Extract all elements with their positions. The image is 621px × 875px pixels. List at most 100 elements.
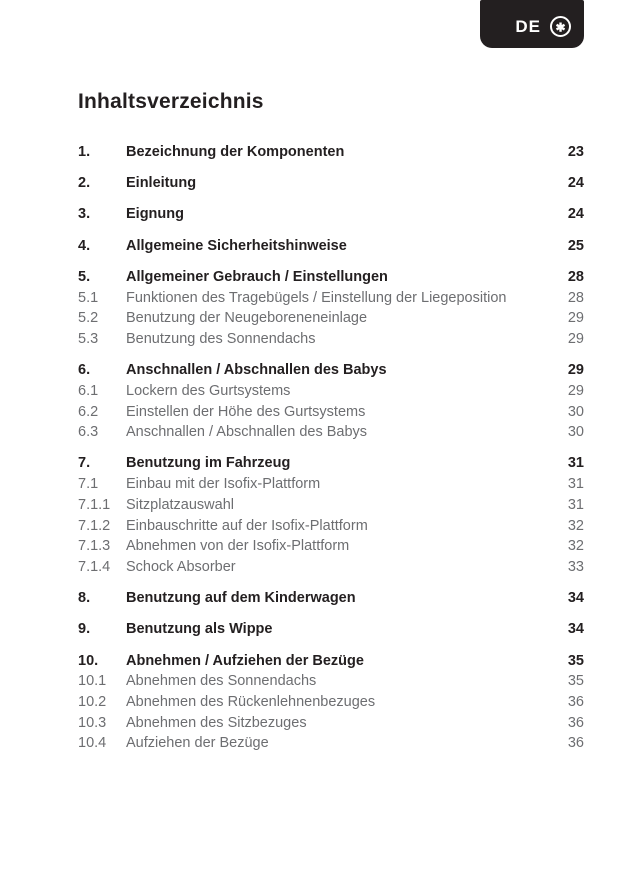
toc-entry-title: Abnehmen des Rückenlehnenbezuges xyxy=(126,693,376,710)
toc-entry-page: 34 xyxy=(567,590,584,607)
toc-row: 7. Benutzung im Fahrzeug 31 xyxy=(78,453,584,474)
toc-entry-number: 6.2 xyxy=(78,403,99,420)
toc-entry-page: 29 xyxy=(567,310,584,327)
toc-entry-title: Abnehmen des Sitzbezuges xyxy=(126,714,307,731)
toc-entry-page: 25 xyxy=(567,237,584,254)
toc-entry-page: 28 xyxy=(567,289,584,306)
toc-entry-page: 29 xyxy=(567,362,584,379)
toc-entry-title: Benutzung im Fahrzeug xyxy=(126,455,291,472)
toc-row: 8. Benutzung auf dem Kinderwagen 34 xyxy=(78,588,584,609)
toc-entry-number: 3. xyxy=(78,206,91,223)
toc-row: 10.3 Abnehmen des Sitzbezuges 36 xyxy=(78,713,584,734)
toc-row: 6. Anschnallen / Abschnallen des Babys 29 xyxy=(78,360,584,381)
toc-entry-title: Benutzung als Wippe xyxy=(126,621,273,638)
toc-entry-title: Einstellen der Höhe des Gurtsystems xyxy=(126,403,366,420)
toc-row: 7.1.1 Sitzplatzauswahl 31 xyxy=(78,495,584,516)
toc-entry-number: 7.1.2 xyxy=(78,517,111,534)
toc-entry-title: Benutzung der Neugeboreneneinlage xyxy=(126,310,368,327)
toc-entry-page: 32 xyxy=(567,517,584,534)
language-label: DE xyxy=(515,17,541,36)
toc-row: 10. Abnehmen / Aufziehen der Bezüge 35 xyxy=(78,651,584,672)
toc-entry-title: Schock Absorber xyxy=(126,558,236,575)
toc-entry-page: 24 xyxy=(567,206,584,223)
toc-row: 10.4 Aufziehen der Bezüge 36 xyxy=(78,733,584,754)
toc-entry-page: 31 xyxy=(567,496,584,513)
toc-entry-page: 31 xyxy=(567,476,584,493)
toc-entry-number: 7.1 xyxy=(78,476,99,493)
toc-row: 3. Eignung 24 xyxy=(78,204,584,225)
toc-row: 7.1 Einbau mit der Isofix-Plattform 31 xyxy=(78,474,584,495)
toc-entry-number: 7.1.4 xyxy=(78,558,111,575)
toc-entry-page: 36 xyxy=(567,693,584,710)
toc-entry-number: 10.4 xyxy=(78,735,107,752)
language-badge: DE ✱ xyxy=(480,0,584,48)
toc-entry-title: Benutzung des Sonnendachs xyxy=(126,330,316,347)
toc-entry-title: Anschnallen / Abschnallen des Babys xyxy=(126,424,368,441)
toc-entry-title: Bezeichnung der Komponenten xyxy=(126,144,345,160)
toc-entry-number: 5.1 xyxy=(78,289,99,306)
toc-row: 5.3 Benutzung des Sonnendachs 29 xyxy=(78,329,584,350)
toc-entry-number: 4. xyxy=(78,237,91,254)
toc-row: 9. Benutzung als Wippe 34 xyxy=(78,619,584,640)
toc-entry-number: 1. xyxy=(78,144,91,160)
toc-entry-number: 9. xyxy=(78,621,91,638)
toc-entry-number: 10.3 xyxy=(78,714,107,731)
toc-entry-page: 29 xyxy=(567,382,584,399)
toc-row: 7.1.3 Abnehmen von der Isofix-Plattform 32 xyxy=(78,536,584,557)
toc-entry-title: Einbau mit der Isofix-Plattform xyxy=(126,476,321,493)
toc-entry-title: Lockern des Gurtsystems xyxy=(126,382,291,399)
toc-entry-title: Allgemeiner Gebrauch / Einstellungen xyxy=(126,268,388,285)
toc-row: 6.3 Anschnallen / Abschnallen des Babys 30 xyxy=(78,422,584,443)
toc-entry-title: Abnehmen / Aufziehen der Bezüge xyxy=(126,652,364,669)
toc-row: 4. Allgemeine Sicherheitshinweise 25 xyxy=(78,236,584,257)
circled-asterisk-icon: ✱ xyxy=(550,16,571,37)
toc-entry-page: 35 xyxy=(567,673,584,690)
asterisk-glyph: ✱ xyxy=(555,20,566,34)
toc-row: 5.2 Benutzung der Neugeboreneneinlage 29 xyxy=(78,308,584,329)
toc-row: 2. Einleitung 24 xyxy=(78,173,584,194)
toc-entry-title: Allgemeine Sicherheitshinweise xyxy=(126,237,347,254)
toc-entry-number: 7.1.3 xyxy=(78,538,111,555)
toc-entry-number: 6.1 xyxy=(78,382,99,399)
toc-row: 10.2 Abnehmen des Rückenlehnenbezuges 36 xyxy=(78,692,584,713)
toc-entry-number: 7. xyxy=(78,455,91,472)
toc-entry-page: 30 xyxy=(567,424,584,441)
toc-row: 6.2 Einstellen der Höhe des Gurtsystems 30 xyxy=(78,402,584,423)
toc-entry-page: 30 xyxy=(567,403,584,420)
toc-entry-number: 2. xyxy=(78,175,91,192)
toc-entry-number: 5.3 xyxy=(78,330,99,347)
page-title: Inhaltsverzeichnis xyxy=(78,90,264,113)
toc-entry-title: Eignung xyxy=(126,206,184,223)
toc-entry-number: 7.1.1 xyxy=(78,496,111,513)
toc-entry-title: Benutzung auf dem Kinderwagen xyxy=(126,590,356,607)
toc-entry-number: 10.2 xyxy=(78,693,107,710)
toc-entry-number: 6.3 xyxy=(78,424,99,441)
toc-entry-page: 33 xyxy=(567,558,584,575)
toc-entry-title: Einleitung xyxy=(126,175,197,192)
toc-entry-number: 6. xyxy=(78,362,91,379)
toc-entry-page: 24 xyxy=(567,175,584,192)
toc-entry-title: Funktionen des Tragebügels / Einstellung… xyxy=(126,289,507,306)
toc-entry-page: 23 xyxy=(567,144,584,160)
toc-entry-title: Aufziehen der Bezüge xyxy=(126,735,269,752)
toc-entry-number: 5.2 xyxy=(78,310,99,327)
toc-entry-title: Anschnallen / Abschnallen des Babys xyxy=(126,362,387,379)
toc-entry-page: 31 xyxy=(567,455,584,472)
toc-entry-page: 36 xyxy=(567,735,584,752)
toc-entry-number: 8. xyxy=(78,590,91,607)
toc-entry-page: 35 xyxy=(567,652,584,669)
toc-entry-title: Einbauschritte auf der Isofix-Plattform xyxy=(126,517,368,534)
toc-entry-number: 10. xyxy=(78,652,99,669)
toc-row: 7.1.4 Schock Absorber 33 xyxy=(78,557,584,578)
toc-entry-page: 29 xyxy=(567,330,584,347)
toc-entry-title: Abnehmen des Sonnendachs xyxy=(126,673,317,690)
toc-row: 1. Bezeichnung der Komponenten 23 xyxy=(78,142,584,163)
toc-entry-number: 5. xyxy=(78,268,91,285)
toc-entry-page: 32 xyxy=(567,538,584,555)
toc-entry-page: 34 xyxy=(567,621,584,638)
toc-row: 10.1 Abnehmen des Sonnendachs 35 xyxy=(78,671,584,692)
toc-entry-title: Abnehmen von der Isofix-Plattform xyxy=(126,538,350,555)
toc-row: 6.1 Lockern des Gurtsystems 29 xyxy=(78,381,584,402)
toc-entry-page: 28 xyxy=(567,268,584,285)
page-content: Inhaltsverzeichnis 1. Bezeichnung der Kom… xyxy=(78,89,584,754)
